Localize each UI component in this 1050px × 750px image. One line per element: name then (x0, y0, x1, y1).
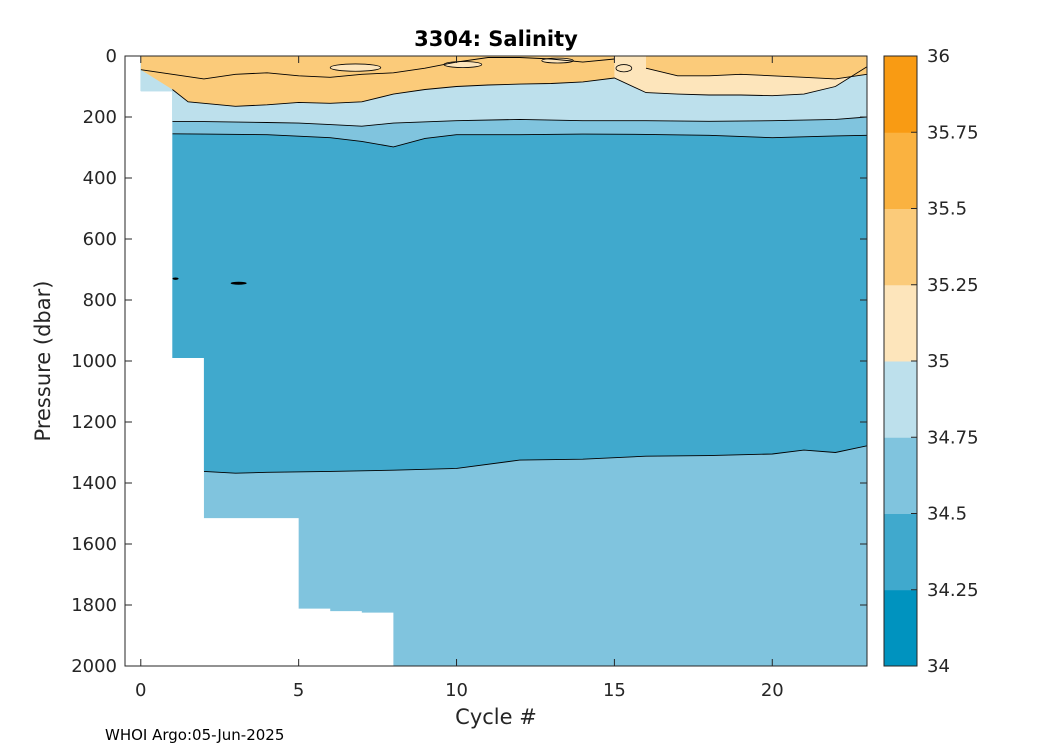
colorbar-tick-label: 35.25 (927, 275, 979, 296)
colorbar-segment (884, 513, 917, 591)
surface-patch (329, 63, 382, 72)
deep-feature (230, 281, 247, 285)
y-tick-label: 200 (83, 107, 117, 128)
colorbar-segment (884, 437, 917, 514)
y-tick-label: 1000 (71, 351, 117, 372)
contour-34.5 (203, 445, 867, 474)
colorbar-tick-label: 35.5 (927, 199, 967, 220)
colorbar-tick-label: 34.75 (927, 427, 979, 448)
y-tick-label: 800 (83, 290, 117, 311)
x-tick-label: 10 (445, 680, 468, 701)
x-axis-label: Cycle # (455, 705, 537, 729)
x-tick-label: 0 (135, 680, 146, 701)
colorbar-tick-label: 35 (927, 351, 950, 372)
colorbar-tick-label: 34.5 (927, 504, 967, 525)
deep-feature (172, 277, 179, 280)
x-tick-label: 20 (761, 680, 784, 701)
colorbar-tick-label: 35.75 (927, 122, 979, 143)
y-tick-label: 1800 (71, 595, 117, 616)
colorbar-segment (884, 284, 917, 362)
y-axis-label: Pressure (dbar) (31, 281, 55, 442)
band-35.25-35.5-left (140, 57, 615, 107)
y-tick-label: 400 (83, 168, 117, 189)
y-axis: 0 200 400 600 800 1000 1200 1400 1600 1800 2000 (71, 46, 867, 677)
surface-patch (443, 61, 483, 68)
contour-35.5-left (140, 57, 615, 80)
contour-35.25 (172, 66, 867, 107)
x-tick-label: 5 (293, 680, 304, 701)
colorbar-segment (884, 208, 917, 286)
surface-patch (615, 64, 633, 73)
colorbar-segment (884, 589, 917, 667)
colorbar-tick-label: 36 (927, 46, 950, 67)
contour-35.5-right (645, 67, 867, 80)
y-tick-label: 1600 (71, 534, 117, 555)
colorbar-segment (884, 361, 917, 438)
chart-title: 3304: Salinity (414, 27, 578, 51)
colorbar-tick-label: 34 (927, 656, 950, 677)
band-34.25-34.5 (140, 133, 867, 474)
colorbar-tick-label: 34.25 (927, 580, 979, 601)
colorbar: 34 34.25 34.5 34.75 35 35.25 35.5 35.75 36 (883, 46, 979, 677)
x-tick-label: 15 (603, 680, 626, 701)
contour-fills (140, 56, 867, 666)
band-35.25-35.5-right (645, 56, 867, 79)
contour-35 (172, 116, 867, 127)
y-tick-label: 600 (83, 229, 117, 250)
y-tick-label: 2000 (71, 656, 117, 677)
footer-text: WHOI Argo:05-Jun-2025 (105, 726, 284, 744)
contour-lines (140, 57, 867, 474)
y-tick-label: 0 (106, 46, 117, 67)
x-axis: 0 5 10 15 20 (135, 56, 784, 701)
colorbar-segment (884, 132, 917, 209)
colorbar-segment (884, 56, 917, 133)
y-tick-label: 1200 (71, 412, 117, 433)
contour-34.75 (172, 133, 867, 148)
y-tick-label: 1400 (71, 473, 117, 494)
